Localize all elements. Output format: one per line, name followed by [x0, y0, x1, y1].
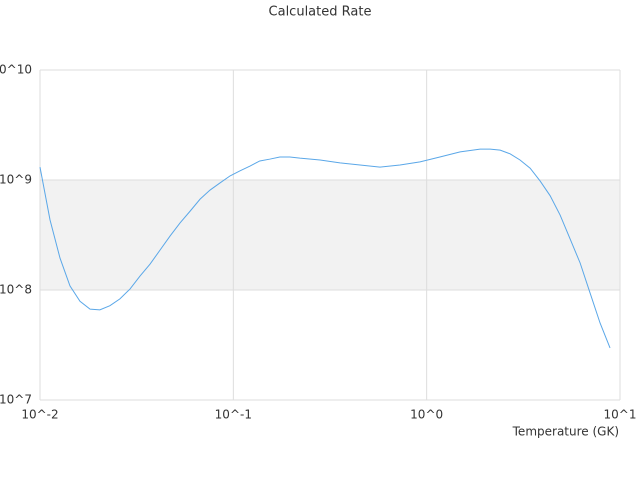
grid-band	[40, 180, 620, 290]
y-tick-label: 10^8	[0, 283, 32, 297]
y-tick-label: 10^7	[0, 393, 32, 407]
chart-title: Calculated Rate	[269, 5, 372, 20]
x-tick-label: 10^-1	[215, 408, 252, 422]
x-tick-label: 10^1	[604, 408, 637, 422]
y-tick-label: 10^9	[0, 173, 32, 187]
x-tick-label: 10^-2	[21, 408, 58, 422]
line-series	[39, 148, 611, 349]
x-tick-label: 10^0	[410, 408, 443, 422]
y-tick-label: 10^10	[0, 63, 32, 77]
x-axis-label: Temperature (GK)	[512, 425, 619, 439]
